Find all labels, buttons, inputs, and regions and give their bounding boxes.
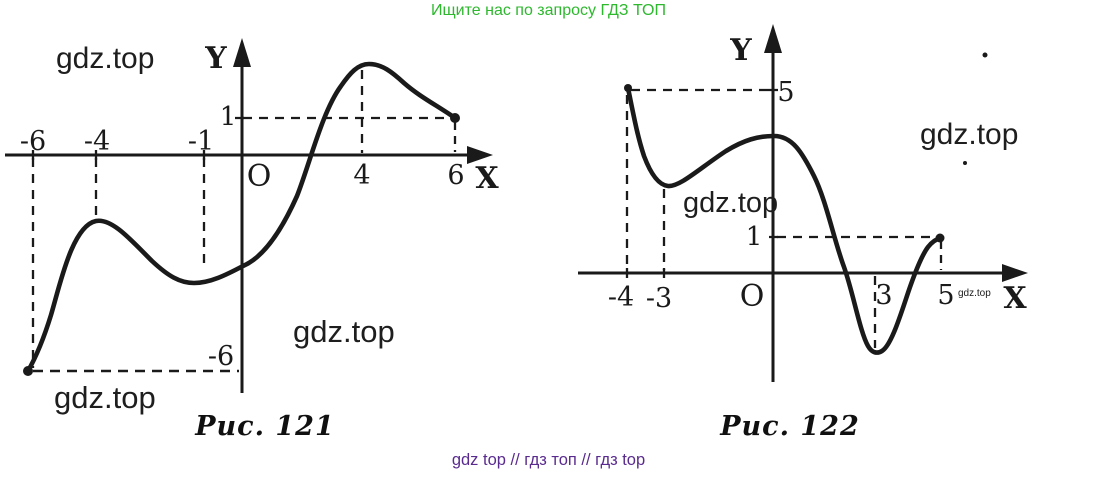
fig122-tick-label-y1: 1 [746, 222, 763, 252]
fig121-caption: Рис. 121 [195, 411, 335, 442]
fig122-endpoint-dot-left [624, 84, 632, 92]
fig121-tick-label-x4: 4 [353, 160, 370, 191]
fig121-tick-marks [31, 116, 244, 160]
fig121-x-axis-arrow-icon [467, 146, 493, 164]
watermark-bottom-left: gdz.top [54, 380, 156, 415]
fig122-x-axis-label: X [1003, 281, 1027, 316]
figure-121: Y X O -6 -4 -1 4 6 1 -6 [5, 38, 499, 393]
fig121-endpoint-dot-left [23, 366, 33, 376]
fig122-y-axis-label: Y [729, 33, 752, 68]
fig122-scan-speck-mid [963, 161, 967, 165]
fig121-tick-label-xm6: -6 [20, 126, 46, 157]
fig121-tick-label-ym6: -6 [208, 341, 234, 372]
fig122-small-watermark: gdz.top [958, 288, 991, 299]
fig122-scan-speck-top [982, 52, 988, 58]
fig122-x-axis-arrow-icon [1002, 264, 1028, 282]
promo-footer-text: gdz top // гдз топ // гдз top [451, 451, 646, 469]
fig121-tick-label-xm1: -1 [188, 126, 214, 157]
fig122-tick-label-x5: 5 [937, 280, 954, 311]
watermark-fig121-lower: gdz.top [293, 314, 395, 349]
watermark-right: gdz.top [920, 118, 1019, 151]
fig121-tick-label-xm4: -4 [84, 126, 110, 157]
fig121-tick-label-y1: 1 [220, 102, 237, 132]
figure-122: Y X O -4 -3 3 5 5 1 gdz.top [578, 24, 1028, 382]
fig121-y-axis-label: Y [204, 41, 227, 76]
fig121-x-axis-label: X [475, 161, 499, 196]
promo-header-text: Ищите нас по запросу ГДЗ ТОП [431, 2, 666, 19]
fig121-origin-label: O [247, 159, 272, 194]
fig122-y-axis-arrow-icon [764, 24, 782, 53]
watermark-fig122-center: gdz.top [683, 187, 779, 219]
fig122-origin-label: O [740, 279, 765, 314]
fig122-tick-label-xm3: -3 [646, 283, 672, 314]
fig122-function-curve [625, 85, 944, 355]
fig122-endpoint-dot-right [935, 233, 945, 243]
fig121-y-axis-arrow-icon [233, 38, 251, 67]
fig122-tick-label-xm4: -4 [608, 282, 634, 313]
fig121-function-curve [25, 61, 458, 374]
fig122-tick-label-x3: 3 [875, 280, 892, 311]
fig122-tick-label-y5: 5 [777, 77, 794, 108]
fig121-endpoint-dot-right [450, 113, 460, 123]
watermark-top-left: gdz.top [56, 42, 155, 75]
fig122-caption: Рис. 122 [720, 411, 860, 442]
fig121-tick-label-x6: 6 [447, 160, 464, 191]
fig122-tick-marks [625, 88, 778, 278]
